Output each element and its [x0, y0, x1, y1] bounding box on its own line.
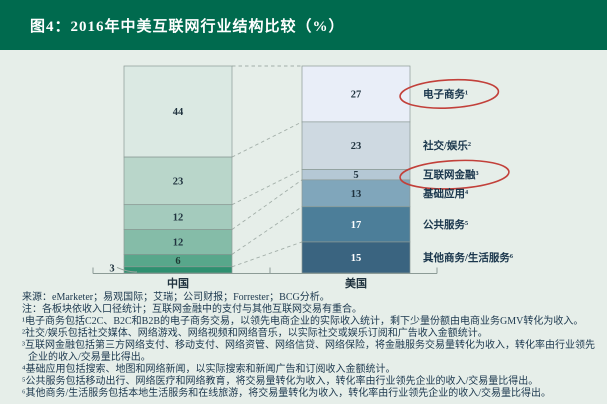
industry-label: 电子商务¹: [423, 87, 468, 100]
page-title: 图4：2016年中美互联网行业结构比较（%）: [30, 18, 345, 35]
bar-segment: [123, 65, 233, 158]
segment-value-label: 5: [353, 170, 358, 181]
category-label: 中国: [167, 276, 189, 290]
segment-value-label: 23: [173, 176, 184, 187]
bar-us: 27 23 5 13 17 15: [301, 65, 411, 274]
footnotes-block: 来源：eMarketer；易观国际；艾瑞；公司财报；Forrester；BCG分…: [22, 292, 598, 400]
bar-china: 44 23 12 12 6 3: [109, 65, 233, 274]
category-label: 美国: [345, 276, 367, 290]
bar-segment: [123, 204, 233, 230]
segment-value-label: 12: [173, 213, 184, 224]
footnote-6: ⁶其他商务/生活服务包括本地生活服务和在线旅游，将交易量转化为收入，转化率由行业…: [22, 388, 552, 399]
footnote-5: ⁵公共服务包括移动出行、网络医疗和网络教育，将交易量转化为收入，转化率由行业领先…: [22, 376, 539, 387]
segment-value-label: 6: [175, 256, 180, 267]
segment-value-label: 13: [351, 189, 362, 200]
industry-label: 互联网金融³: [423, 168, 479, 181]
segment-value-label: 15: [351, 253, 362, 264]
bar-segment: [123, 266, 233, 274]
connector-dashed-line: [231, 121, 303, 158]
figure-title-bar: 图4：2016年中美互联网行业结构比较（%）: [0, 0, 607, 50]
source-line: 来源：eMarketer；易观国际；艾瑞；公司财报；Forrester；BCG分…: [22, 292, 330, 303]
chart-area: 44 23 12 12 6 3 27 23 5 13 17 15 中国 美国 电子商务¹ 社交/娱乐² 互联网金…: [0, 50, 607, 290]
bar-segment: [301, 206, 411, 243]
footnote-4: ⁴基础应用包括搜索、地图和网络新闻，以实际搜索和新闻广告和订阅收入金额统计。: [22, 364, 396, 375]
bar-segment: [301, 121, 411, 170]
note-line: 注：各板块依收入口径统计；互联网金融中的支付与其他互联网交易有重合。: [22, 304, 362, 315]
connector-dashed-line: [231, 179, 303, 230]
industry-label: 社交/娱乐²: [422, 139, 471, 152]
segment-value-label: 23: [351, 141, 362, 152]
outside-value-leader-line: [116, 266, 138, 273]
connector-dashed-line: [231, 206, 303, 255]
bar-segment: [301, 179, 411, 208]
segment-value-label-outside: 3: [109, 263, 114, 274]
footnote-1: ¹电子商务包括C2C、B2C和B2B的电子商务交易，以领先电商企业的实际收入统计…: [22, 316, 584, 327]
segment-value-label: 27: [351, 89, 362, 100]
footnote-2: ²社交/娱乐包括社交媒体、网络游戏、网络视频和网络音乐，以实际社交或娱乐订阅和广…: [22, 328, 488, 339]
industry-label: 其他商务/生活服务⁶: [423, 251, 513, 264]
industry-label: 基础应用⁴: [422, 187, 469, 200]
connector-dashed-line: [231, 169, 303, 206]
bar-segment: [301, 65, 411, 123]
red-circle-annotation: [399, 78, 500, 109]
segment-value-label: 17: [351, 220, 362, 231]
connector-dashed-line: [231, 241, 303, 268]
segment-value-label: 12: [173, 237, 184, 248]
category-axis: [92, 267, 438, 274]
bar-segment: [123, 156, 233, 206]
segment-value-label: 44: [173, 107, 184, 118]
bar-segment: [123, 229, 233, 255]
industry-label: 公共服务⁵: [423, 218, 468, 231]
red-circle-annotation: [399, 159, 510, 190]
footnote-3: ³互联网金融包括第三方网络支付、移动支付、网络资管、网络信贷、网络保险，将金融服…: [22, 340, 595, 363]
stacked-bar-chart: 44 23 12 12 6 3 27 23 5 13 17 15 中国 美国 电子商务¹ 社交/娱乐² 互联网金…: [92, 65, 513, 290]
